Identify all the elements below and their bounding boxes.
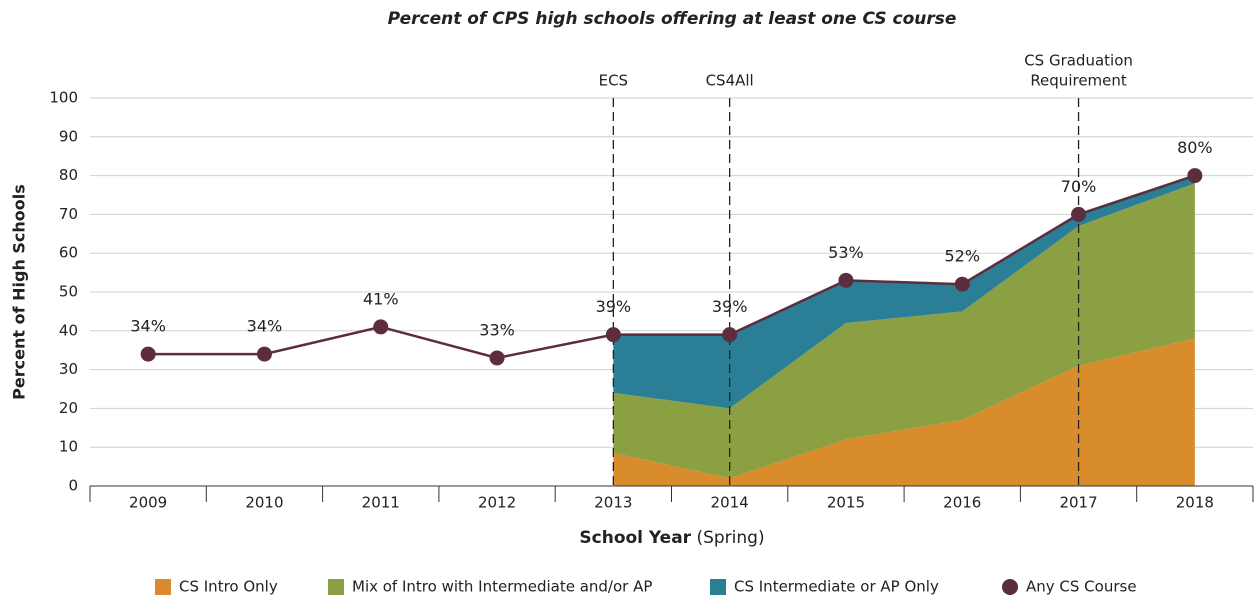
y-tick-label: 40 <box>59 321 78 339</box>
x-tick-label: 2016 <box>943 494 981 512</box>
point <box>838 272 854 288</box>
point <box>489 350 505 366</box>
legend-label: CS Intro Only <box>179 578 278 596</box>
data-label: 41% <box>363 289 399 308</box>
legend-marker <box>710 579 726 595</box>
x-tick-label: 2011 <box>362 494 400 512</box>
data-label: 39% <box>596 297 632 316</box>
point <box>256 346 272 362</box>
annotation-label: Requirement <box>1030 72 1127 90</box>
point <box>605 327 621 343</box>
data-label: 39% <box>712 297 748 316</box>
annotation-label: ECS <box>599 72 628 90</box>
point <box>722 327 738 343</box>
point <box>373 319 389 335</box>
legend-marker <box>328 579 344 595</box>
area <box>613 175 1195 409</box>
x-tick-label: 2009 <box>129 494 167 512</box>
y-tick-label: 0 <box>68 477 78 495</box>
point <box>954 276 970 292</box>
legend-label: Mix of Intro with Intermediate and/or AP <box>352 578 652 596</box>
data-label: 80% <box>1177 138 1213 157</box>
x-tick-label: 2017 <box>1059 494 1097 512</box>
line <box>148 174 1196 360</box>
area <box>613 183 1195 479</box>
data-label: 33% <box>479 320 515 339</box>
annotation-label: CS4All <box>706 72 754 90</box>
data-label: 53% <box>828 243 864 262</box>
y-tick-label: 80 <box>59 166 78 184</box>
point <box>1071 206 1087 222</box>
y-tick-label: 10 <box>59 438 78 456</box>
x-tick-label: 2018 <box>1176 494 1214 512</box>
annotation-label: CS Graduation <box>1024 52 1133 70</box>
y-tick-label: 90 <box>59 127 78 145</box>
x-tick-label: 2014 <box>711 494 749 512</box>
x-axis-label-main: School Year <box>579 528 691 548</box>
point <box>1187 168 1203 184</box>
data-label: 52% <box>944 247 980 266</box>
x-axis-label: School Year (Spring) <box>579 528 764 548</box>
chart-title: Percent of CPS high schools offering at … <box>388 9 957 29</box>
data-label: 70% <box>1061 177 1097 196</box>
y-axis-label: Percent of High Schools <box>10 184 29 400</box>
y-tick-label: 30 <box>59 360 78 378</box>
y-tick-label: 70 <box>59 205 78 223</box>
x-axis-label-note: (Spring) <box>696 528 764 548</box>
y-tick-label: 20 <box>59 399 78 417</box>
legend-marker <box>1002 579 1018 595</box>
x-tick-label: 2013 <box>594 494 632 512</box>
data-label: 34% <box>130 317 166 336</box>
legend-marker <box>155 579 171 595</box>
data-label: 34% <box>247 317 283 336</box>
point <box>140 346 156 362</box>
x-tick-label: 2012 <box>478 494 516 512</box>
y-tick-label: 50 <box>59 283 78 301</box>
y-tick-label: 100 <box>49 89 78 107</box>
legend-label: CS Intermediate or AP Only <box>734 578 939 596</box>
area <box>613 338 1195 486</box>
y-tick-label: 60 <box>59 244 78 262</box>
x-tick-label: 2010 <box>245 494 283 512</box>
legend-label: Any CS Course <box>1026 578 1137 596</box>
x-tick-label: 2015 <box>827 494 865 512</box>
